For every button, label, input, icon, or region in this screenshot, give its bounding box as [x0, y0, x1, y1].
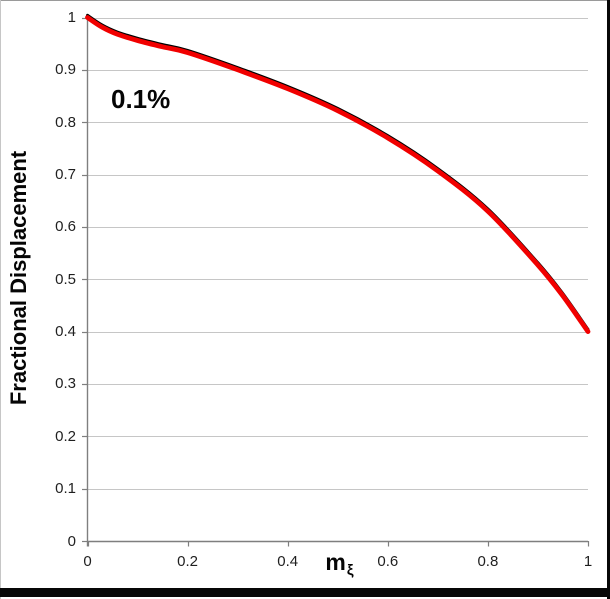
y-tick-label: 1: [67, 9, 76, 26]
y-axis-title: Fractional Displacement: [6, 150, 31, 406]
y-tick-label: 0.3: [55, 375, 76, 393]
x-tick-label: 0.2: [177, 553, 199, 570]
x-axis-title-subscript: ξ: [346, 562, 354, 579]
y-tick-label: 0.8: [55, 113, 76, 131]
y-tick-label: 0.6: [55, 218, 76, 236]
x-tick-label: 0: [83, 553, 92, 570]
x-axis-title: mξ: [325, 549, 354, 579]
annotation-label: 0.1%: [111, 84, 171, 114]
y-tick-label: 0.4: [55, 323, 76, 341]
x-tick-label: 0.8: [477, 553, 499, 570]
x-axis-title-base: m: [325, 549, 346, 575]
x-tick-label: 0.4: [277, 553, 299, 570]
y-tick-label: 0.7: [55, 166, 76, 184]
main-curve-red: [85, 15, 591, 334]
y-tick-label: 0.2: [55, 427, 76, 445]
y-tick-label: 0.9: [55, 61, 76, 79]
reference-curve-black: [86, 13, 590, 331]
x-tick-label: 1: [583, 553, 593, 570]
y-tick-label: 0: [67, 532, 76, 550]
y-tick-label: 0.5: [55, 270, 76, 288]
y-tick-label: 0.1: [55, 480, 76, 498]
x-tick-label: 0.6: [377, 553, 399, 570]
